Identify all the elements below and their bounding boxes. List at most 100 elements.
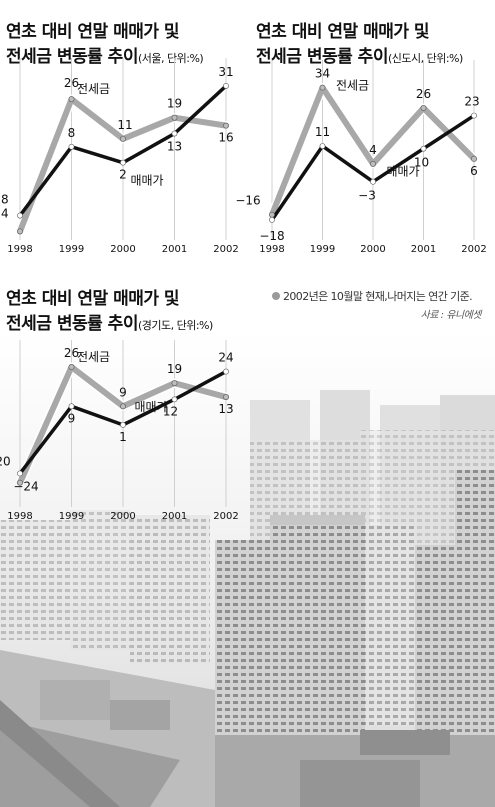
data-point <box>68 143 75 150</box>
data-label: 6 <box>470 164 478 178</box>
data-label: 11 <box>315 125 330 139</box>
data-label: −16 <box>235 194 260 208</box>
data-label: 31 <box>218 65 233 79</box>
data-label: −18 <box>0 193 9 207</box>
x-tick-label: 1998 <box>7 511 32 522</box>
chart-subtitle: (신도시, 단위:%) <box>387 52 463 65</box>
title-line-1: 연초 대비 연말 매매가 및 <box>256 22 430 42</box>
data-label: 23 <box>464 95 479 109</box>
data-point <box>17 479 23 486</box>
data-point <box>68 96 75 103</box>
data-label: 1 <box>119 430 127 444</box>
footnote-text: 2002년은 10월말 현재,나머지는 연간 기준. <box>283 290 473 303</box>
source-credit: 사료 : 유니에셋 <box>420 310 482 321</box>
x-tick-label: 1999 <box>310 244 335 255</box>
x-tick-label: 1999 <box>59 244 84 255</box>
data-point <box>319 84 326 91</box>
x-tick-label: 2001 <box>411 244 436 255</box>
data-point <box>171 114 178 121</box>
chart-panel-seoul: 연초 대비 연말 매매가 및 전세금 변동률 추이(서울, 단위:%) −24 2… <box>0 20 248 260</box>
series-name-label: 전세금 <box>77 82 110 96</box>
data-label: 13 <box>167 140 182 154</box>
data-point <box>223 122 229 129</box>
data-label: −18 <box>259 229 284 243</box>
data-point <box>171 130 178 137</box>
data-label: 10 <box>414 156 429 170</box>
data-label: 19 <box>167 97 182 111</box>
chart-title: 연초 대비 연말 매매가 및 전세금 변동률 추이(경기도, 단위:%) <box>6 287 213 338</box>
x-tick-label: 2002 <box>461 244 486 255</box>
data-label: −3 <box>358 189 376 203</box>
data-label: 12 <box>163 404 178 418</box>
series-name-label: 매매가 <box>130 174 163 188</box>
x-tick-label: 2001 <box>162 511 187 522</box>
data-label: 24 <box>218 351 233 365</box>
data-point <box>17 228 23 235</box>
bullet-dot-icon <box>272 292 280 300</box>
data-point <box>120 135 126 142</box>
data-label: 4 <box>369 143 377 157</box>
x-tick-label: 1998 <box>7 244 32 255</box>
data-point <box>120 421 126 428</box>
footnote: 2002년은 10월말 현재,나머지는 연간 기준. <box>272 288 473 304</box>
data-label: 34 <box>315 67 330 81</box>
series-name-label: 전세금 <box>77 350 110 364</box>
data-point <box>269 216 275 223</box>
series-name-label: 전세금 <box>336 79 369 93</box>
chart-panel-gyeonggi: 연초 대비 연말 매매가 및 전세금 변동률 추이(경기도, 단위:%) −24… <box>0 287 248 527</box>
data-point <box>370 160 376 167</box>
chart-panel-newtown: 연초 대비 연말 매매가 및 전세금 변동률 추이(신도시, 단위:%) −16… <box>235 20 495 260</box>
chart-subtitle: (서울, 단위:%) <box>137 52 204 65</box>
data-point <box>223 368 229 375</box>
data-label: −24 <box>0 206 9 220</box>
data-point <box>370 178 376 185</box>
chart-subtitle: (경기도, 단위:%) <box>137 319 213 332</box>
data-label: 26 <box>416 87 431 101</box>
data-point <box>17 470 23 477</box>
data-label: 11 <box>117 118 132 132</box>
title-line-2: 전세금 변동률 추이 <box>6 47 138 67</box>
series-name-label: 매매가 <box>386 165 419 179</box>
x-tick-label: 2001 <box>162 244 187 255</box>
data-point <box>471 155 477 162</box>
series-name-label: 매매가 <box>134 400 167 414</box>
data-label: −20 <box>0 454 11 468</box>
data-point <box>120 159 126 166</box>
data-label: 2 <box>119 168 127 182</box>
data-point <box>17 212 23 219</box>
x-tick-label: 2002 <box>213 244 238 255</box>
data-label: 26 <box>64 346 79 360</box>
data-point <box>223 394 229 400</box>
x-tick-label: 2000 <box>110 244 135 255</box>
data-point <box>120 403 126 410</box>
data-point <box>420 145 427 152</box>
data-label: 26 <box>64 76 79 90</box>
data-point <box>471 112 477 119</box>
title-line-1: 연초 대비 연말 매매가 및 <box>6 22 180 42</box>
data-point <box>171 396 178 403</box>
data-point <box>319 143 326 150</box>
data-point <box>420 105 427 111</box>
data-point <box>223 83 229 89</box>
data-label: −24 <box>13 480 38 494</box>
data-label: 16 <box>218 131 233 145</box>
data-label: 8 <box>68 126 76 140</box>
x-tick-label: 2000 <box>110 511 135 522</box>
x-tick-label: 2002 <box>213 511 238 522</box>
title-line-2: 전세금 변동률 추이 <box>256 47 388 67</box>
data-label: 19 <box>167 362 182 376</box>
title-line-1: 연초 대비 연말 매매가 및 <box>6 289 180 309</box>
data-label: 13 <box>218 402 233 416</box>
data-point <box>269 211 275 218</box>
chart-title: 연초 대비 연말 매매가 및 전세금 변동률 추이(신도시, 단위:%) <box>256 20 463 71</box>
x-tick-label: 1999 <box>59 511 84 522</box>
data-point <box>68 403 75 410</box>
x-tick-label: 1998 <box>259 244 284 255</box>
data-point <box>68 364 75 370</box>
data-point <box>171 380 178 387</box>
x-tick-label: 2000 <box>360 244 385 255</box>
